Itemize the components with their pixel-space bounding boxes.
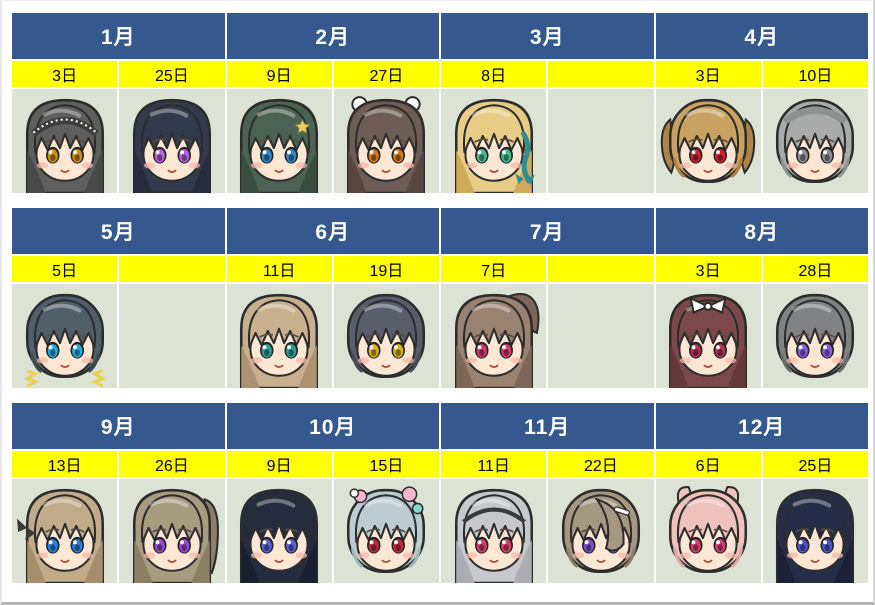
empty-portrait-cell [119, 284, 225, 388]
birthday-calendar: 1月 2月 3月 4月 3日 25日 9日 27日 8日 3日 10日 [10, 11, 873, 585]
portrait-cell [655, 479, 761, 583]
character-portrait [240, 98, 319, 193]
date-cell: 3日 [655, 256, 761, 282]
date-cell: 3日 [12, 61, 118, 87]
portrait-cell [762, 479, 868, 583]
character-portrait [776, 488, 855, 583]
character-portrait [347, 486, 426, 574]
portrait-cell [333, 284, 439, 388]
date-cell: 11日 [226, 256, 332, 282]
date-cell: 5日 [12, 256, 118, 282]
date-cell: 27日 [333, 61, 439, 87]
date-cell: 11日 [441, 451, 547, 477]
portrait-cell [12, 89, 118, 193]
portrait-cell [226, 89, 332, 193]
calendar-table-3: 9月 10月 11月 12月 13日 26日 9日 15日 11日 22日 6日 25日 [10, 401, 870, 585]
date-cell: 9日 [226, 451, 332, 477]
character-portrait [776, 98, 855, 184]
character-portrait [660, 98, 756, 184]
date-cell: 8日 [441, 61, 547, 87]
date-cell: 6日 [655, 451, 761, 477]
portrait-cell [12, 284, 118, 388]
date-cell [119, 256, 225, 282]
portrait-cell [441, 284, 547, 388]
month-header-cell: 2月 [226, 13, 439, 59]
empty-portrait-cell [548, 89, 654, 193]
character-portrait [132, 488, 219, 583]
date-cell: 3日 [655, 61, 761, 87]
month-header-cell: 6月 [226, 208, 439, 254]
month-header-cell: 4月 [655, 13, 868, 59]
character-portrait [16, 488, 104, 583]
date-cell: 28日 [762, 256, 868, 282]
date-cell: 7日 [441, 256, 547, 282]
date-cell: 15日 [333, 451, 439, 477]
portrait-cell [12, 479, 118, 583]
character-portrait [454, 488, 533, 583]
portrait-cell [119, 479, 225, 583]
empty-portrait-cell [548, 284, 654, 388]
date-cell: 26日 [119, 451, 225, 477]
month-header-cell: 1月 [12, 13, 225, 59]
character-portrait [454, 98, 535, 193]
character-portrait [240, 293, 319, 388]
date-cell: 13日 [12, 451, 118, 477]
month-header-cell: 3月 [441, 13, 654, 59]
date-cell: 22日 [548, 451, 654, 477]
calendar-table-1: 1月 2月 3月 4月 3日 25日 9日 27日 8日 3日 10日 [10, 11, 870, 195]
month-header-cell: 11月 [441, 403, 654, 449]
portrait-cell [548, 479, 654, 583]
character-portrait [347, 96, 426, 193]
month-header-cell: 8月 [655, 208, 868, 254]
month-header-cell: 12月 [655, 403, 868, 449]
portrait-cell [119, 89, 225, 193]
date-cell [548, 61, 654, 87]
character-portrait [669, 486, 748, 574]
date-cell: 25日 [762, 451, 868, 477]
date-cell: 9日 [226, 61, 332, 87]
portrait-cell [655, 89, 761, 193]
portrait-cell [226, 479, 332, 583]
calendar-table-2: 5月 6月 7月 8月 5日 11日 19日 7日 3日 28日 [10, 206, 870, 390]
character-portrait [454, 293, 540, 388]
character-portrait [669, 293, 748, 388]
month-header-cell: 10月 [226, 403, 439, 449]
character-portrait [347, 293, 426, 379]
character-portrait [561, 488, 640, 574]
date-cell: 10日 [762, 61, 868, 87]
portrait-cell [441, 479, 547, 583]
character-portrait [25, 98, 104, 193]
month-header-cell: 5月 [12, 208, 225, 254]
month-header-cell: 7月 [441, 208, 654, 254]
character-portrait [776, 293, 855, 379]
portrait-cell [441, 89, 547, 193]
character-portrait [240, 488, 319, 583]
portrait-cell [655, 284, 761, 388]
portrait-cell [333, 479, 439, 583]
portrait-cell [333, 89, 439, 193]
character-portrait [23, 293, 106, 388]
portrait-cell [762, 284, 868, 388]
character-portrait [132, 98, 211, 193]
date-cell: 25日 [119, 61, 225, 87]
date-cell [548, 256, 654, 282]
month-header-cell: 9月 [12, 403, 225, 449]
date-cell: 19日 [333, 256, 439, 282]
portrait-cell [226, 284, 332, 388]
portrait-cell [762, 89, 868, 193]
